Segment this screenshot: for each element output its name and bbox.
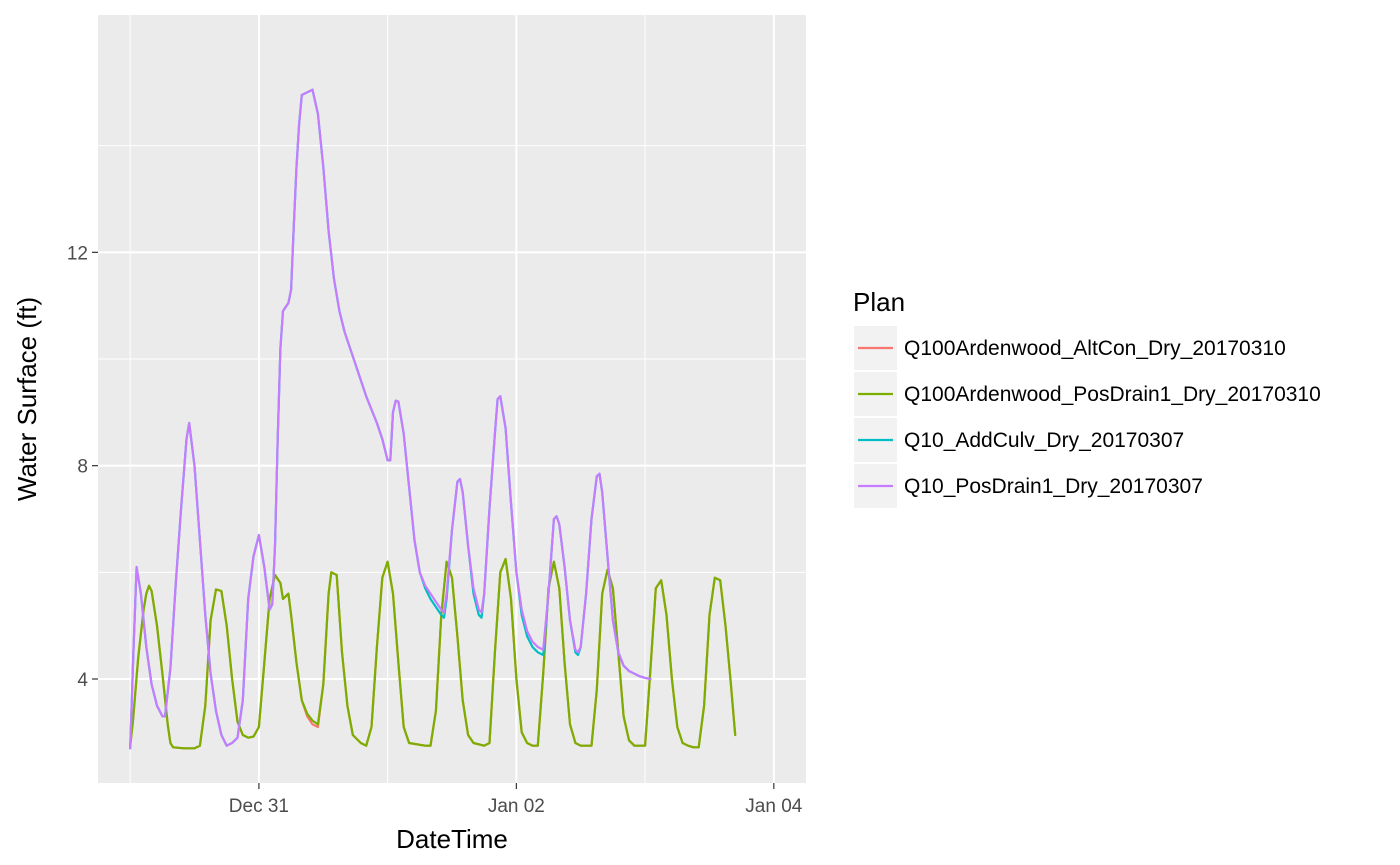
- y-tick-label: 8: [77, 457, 88, 478]
- x-tick-label: Jan 04: [745, 796, 802, 817]
- y-tick-label: 12: [67, 243, 88, 264]
- grid-major: [98, 15, 806, 783]
- legend: Plan Q100Ardenwood_AltCon_Dry_20170310 Q1…: [853, 287, 1321, 508]
- legend-label: Q10_AddCulv_Dry_20170307: [904, 429, 1184, 452]
- x-axis-title: DateTime: [396, 824, 508, 854]
- legend-label: Q100Ardenwood_PosDrain1_Dry_20170310: [904, 383, 1321, 406]
- series-line-1: [129, 557, 737, 750]
- series-lines: [129, 88, 737, 750]
- legend-label: Q100Ardenwood_AltCon_Dry_20170310: [904, 337, 1286, 360]
- x-tick-label: Dec 31: [229, 796, 289, 817]
- legend-label: Q10_PosDrain1_Dry_20170307: [904, 475, 1203, 498]
- grid-minor: [98, 15, 806, 783]
- y-tick-label: 4: [77, 670, 88, 691]
- x-axis: Dec 31 Jan 02 Jan 04: [229, 783, 803, 817]
- y-axis: 4 8 12: [67, 243, 98, 691]
- legend-title: Plan: [853, 287, 905, 317]
- y-axis-title: Water Surface (ft): [12, 297, 42, 501]
- x-tick-label: Jan 02: [488, 796, 545, 817]
- panel-background: [98, 15, 806, 783]
- series-line-3: [129, 88, 652, 750]
